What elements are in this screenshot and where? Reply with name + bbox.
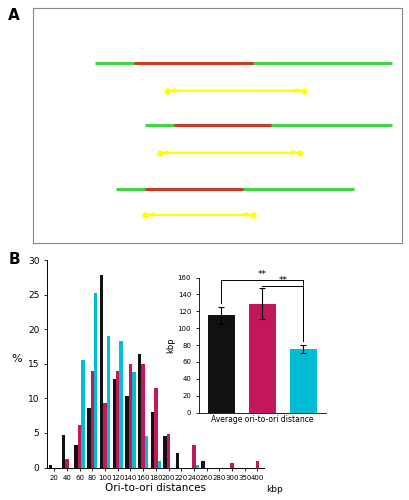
Bar	[166, 434, 170, 468]
Bar	[65, 459, 68, 468]
Bar	[141, 364, 144, 468]
Bar	[99, 275, 103, 468]
Bar	[163, 436, 166, 468]
Bar	[49, 466, 52, 468]
Text: GFP: GFP	[47, 108, 69, 118]
Y-axis label: %: %	[11, 354, 22, 364]
Bar	[78, 426, 81, 468]
Bar	[87, 408, 90, 468]
Bar	[81, 360, 85, 468]
Bar	[175, 453, 179, 468]
Bar	[289, 349, 316, 412]
Y-axis label: kbp: kbp	[166, 337, 175, 353]
Text: A: A	[8, 8, 20, 22]
Bar	[157, 460, 161, 468]
Text: Mock: Mock	[47, 46, 76, 56]
Bar	[119, 341, 123, 468]
Bar	[90, 372, 94, 468]
Text: kbp: kbp	[266, 485, 283, 494]
Bar	[144, 436, 148, 468]
Bar	[208, 316, 234, 412]
Text: Cdc45-GFP: Cdc45-GFP	[47, 173, 107, 183]
Text: **: **	[278, 276, 287, 285]
Bar	[112, 379, 116, 468]
Bar	[154, 388, 157, 468]
Bar	[116, 372, 119, 468]
Text: Average: 75 kbp: Average: 75 kbp	[155, 223, 235, 233]
Bar	[230, 464, 233, 468]
Bar	[128, 364, 132, 468]
Text: B: B	[8, 252, 20, 268]
Bar	[195, 466, 199, 468]
Bar	[201, 462, 204, 468]
X-axis label: Average ori-to-ori distance: Average ori-to-ori distance	[211, 416, 313, 424]
Bar	[255, 462, 258, 468]
Bar	[61, 435, 65, 468]
X-axis label: Ori-to-ori distances: Ori-to-ori distances	[105, 482, 206, 492]
Bar	[249, 304, 275, 412]
Text: **: **	[257, 270, 266, 279]
Bar	[192, 444, 195, 468]
Bar	[103, 403, 106, 468]
Bar	[106, 336, 110, 468]
Text: Average: 129 kbp: Average: 129 kbp	[167, 161, 252, 171]
Bar	[94, 293, 97, 468]
Bar	[137, 354, 141, 468]
Text: Average: 115 kbp: Average: 115 kbp	[174, 99, 260, 109]
Bar	[150, 412, 154, 468]
Bar	[132, 372, 135, 468]
Text: Examples of  ori to ori distances: Examples of ori to ori distances	[122, 22, 312, 32]
Bar	[125, 396, 128, 468]
Bar	[74, 446, 78, 468]
